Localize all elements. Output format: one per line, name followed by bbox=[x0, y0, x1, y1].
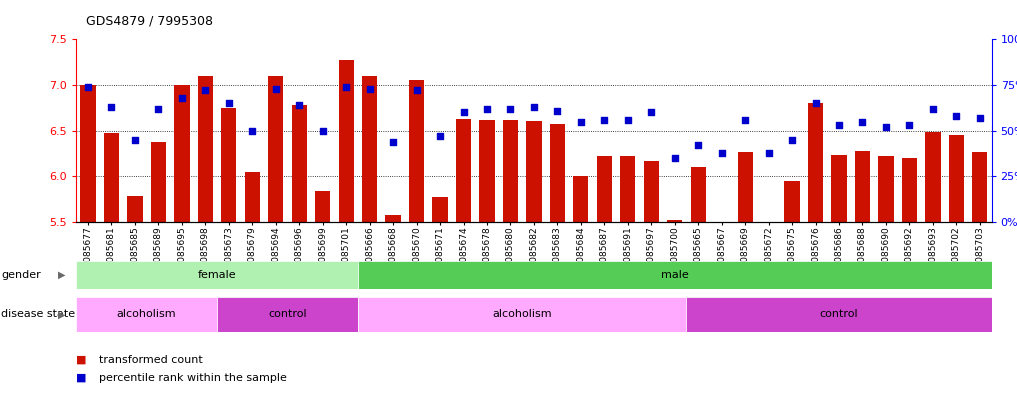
Bar bbox=[76, 297, 217, 332]
Bar bbox=[644, 161, 659, 222]
Bar bbox=[151, 141, 166, 222]
Point bbox=[151, 106, 167, 112]
Text: ▶: ▶ bbox=[58, 309, 65, 320]
Point bbox=[526, 104, 542, 110]
Text: transformed count: transformed count bbox=[99, 354, 202, 365]
Bar bbox=[949, 135, 964, 222]
Bar bbox=[292, 105, 307, 222]
Bar bbox=[714, 222, 729, 250]
Text: ▶: ▶ bbox=[58, 270, 65, 280]
Point bbox=[666, 155, 682, 161]
Point bbox=[80, 84, 97, 90]
Bar bbox=[597, 156, 612, 222]
Point bbox=[901, 122, 917, 129]
Bar bbox=[315, 191, 331, 222]
Point bbox=[596, 117, 612, 123]
Point bbox=[267, 86, 284, 92]
Bar bbox=[385, 215, 401, 222]
Text: ■: ■ bbox=[76, 354, 86, 365]
Bar bbox=[620, 156, 636, 222]
Point bbox=[338, 84, 354, 90]
Bar bbox=[268, 76, 284, 222]
Point bbox=[385, 138, 402, 145]
Text: alcoholism: alcoholism bbox=[117, 309, 177, 320]
Point bbox=[502, 106, 519, 112]
Point bbox=[127, 137, 143, 143]
Bar bbox=[174, 85, 189, 222]
Point bbox=[221, 100, 237, 107]
Bar bbox=[197, 76, 213, 222]
Bar bbox=[432, 197, 447, 222]
Bar bbox=[737, 152, 753, 222]
Bar bbox=[362, 76, 377, 222]
Point bbox=[784, 137, 800, 143]
Bar bbox=[217, 297, 358, 332]
Bar bbox=[972, 152, 988, 222]
Point bbox=[573, 118, 589, 125]
Bar bbox=[502, 120, 518, 222]
Point bbox=[174, 95, 190, 101]
Point bbox=[691, 142, 707, 149]
Bar bbox=[104, 133, 119, 222]
Bar bbox=[691, 167, 706, 222]
Point bbox=[244, 127, 260, 134]
Point bbox=[948, 113, 964, 119]
Text: control: control bbox=[268, 309, 307, 320]
Text: disease state: disease state bbox=[1, 309, 75, 320]
Bar bbox=[76, 261, 358, 289]
Bar bbox=[761, 222, 776, 250]
Point bbox=[104, 104, 120, 110]
Point bbox=[878, 124, 894, 130]
Point bbox=[737, 117, 754, 123]
Text: ■: ■ bbox=[76, 373, 86, 383]
Text: alcoholism: alcoholism bbox=[492, 309, 552, 320]
Bar bbox=[902, 158, 917, 222]
Bar bbox=[807, 103, 823, 222]
Point bbox=[549, 107, 565, 114]
Point bbox=[714, 149, 730, 156]
Bar bbox=[245, 172, 260, 222]
Text: control: control bbox=[820, 309, 858, 320]
Point bbox=[807, 100, 824, 107]
Bar bbox=[358, 261, 992, 289]
Point bbox=[971, 115, 988, 121]
Text: percentile rank within the sample: percentile rank within the sample bbox=[99, 373, 287, 383]
Point bbox=[361, 86, 377, 92]
Bar bbox=[667, 220, 682, 222]
Bar bbox=[855, 151, 871, 222]
Point bbox=[479, 106, 495, 112]
Bar bbox=[358, 297, 686, 332]
Bar bbox=[80, 85, 96, 222]
Point bbox=[409, 87, 425, 94]
Bar bbox=[550, 124, 565, 222]
Bar bbox=[479, 120, 494, 222]
Point bbox=[197, 87, 214, 94]
Point bbox=[291, 102, 307, 108]
Bar bbox=[456, 119, 471, 222]
Text: GDS4879 / 7995308: GDS4879 / 7995308 bbox=[86, 15, 214, 28]
Bar bbox=[527, 121, 541, 222]
Point bbox=[432, 133, 448, 139]
Point bbox=[456, 109, 472, 116]
Point bbox=[924, 106, 941, 112]
Bar bbox=[127, 196, 142, 222]
Text: gender: gender bbox=[1, 270, 41, 280]
Point bbox=[761, 149, 777, 156]
Point bbox=[314, 127, 331, 134]
Bar bbox=[686, 297, 992, 332]
Point bbox=[619, 117, 636, 123]
Bar bbox=[409, 81, 424, 222]
Point bbox=[643, 109, 659, 116]
Bar bbox=[832, 155, 846, 222]
Point bbox=[854, 118, 871, 125]
Text: male: male bbox=[661, 270, 689, 280]
Bar bbox=[339, 60, 354, 222]
Bar bbox=[574, 176, 589, 222]
Bar bbox=[222, 108, 236, 222]
Bar bbox=[784, 181, 799, 222]
Text: female: female bbox=[197, 270, 236, 280]
Bar bbox=[925, 132, 941, 222]
Bar bbox=[879, 156, 894, 222]
Point bbox=[831, 122, 847, 129]
